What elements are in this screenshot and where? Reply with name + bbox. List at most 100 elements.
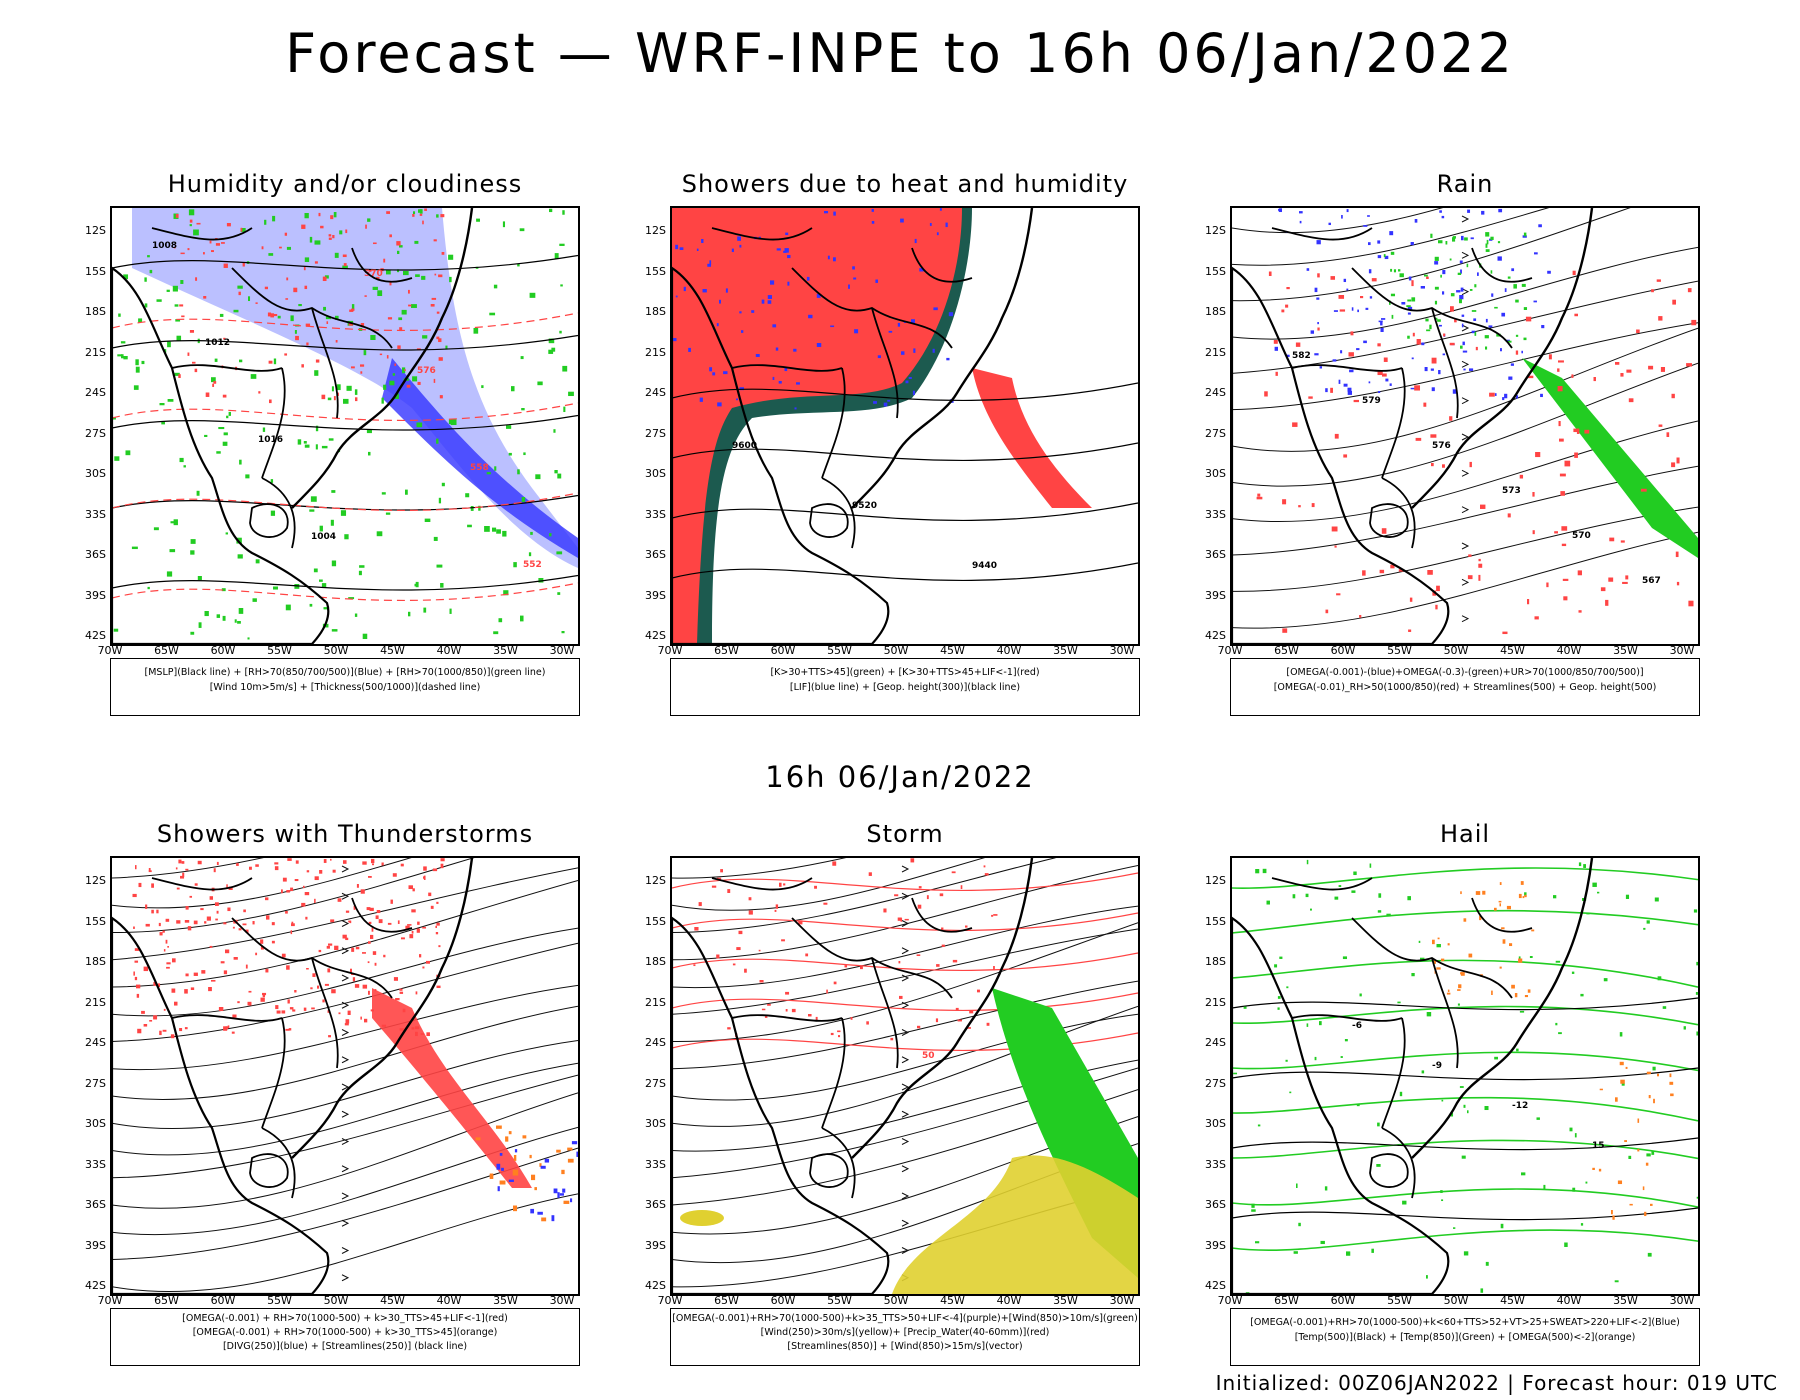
field-dot: [243, 909, 246, 913]
lon-label: 70W: [657, 644, 683, 657]
field-dot: [134, 976, 138, 981]
field-dot: [225, 949, 230, 954]
field-dot: [239, 459, 242, 465]
field-dot: [1515, 299, 1519, 303]
field-dot: [967, 1027, 971, 1029]
field-dot: [219, 313, 224, 317]
field-dot: [1431, 357, 1437, 364]
field-dot: [1310, 908, 1312, 911]
field-dot: [1328, 222, 1331, 226]
field-dot: [1393, 269, 1397, 273]
field-dot: [423, 875, 426, 880]
field-dot: [215, 918, 218, 921]
lat-label: 39S: [85, 1238, 106, 1252]
field-dot: [309, 236, 313, 243]
field-dot: [1477, 272, 1479, 276]
field-dot: [172, 285, 178, 292]
field-dot: [333, 212, 337, 218]
lat-label: 12S: [645, 874, 666, 887]
field-dot: [237, 1001, 240, 1004]
field-dot: [211, 377, 216, 383]
field-dot: [673, 338, 677, 342]
field-dot: [407, 924, 412, 926]
lat-label: 42S: [1205, 1279, 1226, 1292]
field-dot: [181, 315, 185, 318]
lat-label: 21S: [85, 995, 106, 1009]
field-dot: [399, 988, 403, 991]
field-dot: [696, 248, 699, 251]
field-dot: [551, 1215, 555, 1222]
field-dot: [503, 590, 509, 596]
lat-label: 18S: [645, 955, 666, 968]
field-dot: [438, 945, 441, 948]
streamline-arrow: [341, 1247, 350, 1254]
field-dot: [1470, 237, 1474, 240]
contour-label: 9440: [972, 561, 997, 571]
field-dot: [1330, 276, 1336, 280]
field-dot: [323, 306, 327, 311]
field-dot: [381, 492, 386, 495]
continent-outline: [112, 266, 330, 644]
field-dot: [1518, 956, 1521, 960]
lat-label: 36S: [85, 1198, 106, 1211]
field-dot: [1500, 1223, 1504, 1229]
field-dot: [1438, 324, 1442, 327]
field-dot: [1434, 300, 1438, 305]
field-dot: [179, 1028, 183, 1032]
lon-label: 55W: [827, 644, 852, 657]
field-dot: [381, 862, 384, 866]
field-dot: [294, 330, 297, 334]
field-dot: [1347, 387, 1352, 392]
field-dot: [1486, 239, 1489, 245]
field-dot: [1343, 454, 1348, 458]
border-line: [871, 307, 899, 419]
field-dot: [1507, 276, 1511, 279]
field-dot: [1449, 258, 1452, 261]
field-dot: [719, 299, 721, 304]
contour-line: [112, 492, 578, 512]
field-dot: [1643, 927, 1646, 930]
field-dot: [223, 970, 228, 975]
field-dot: [255, 302, 258, 304]
border-line: [261, 1127, 296, 1199]
temp850-line: [1232, 1051, 1698, 1072]
field-dot: [411, 909, 416, 913]
field-dot: [208, 987, 212, 992]
contour-label: 576: [417, 366, 436, 376]
field-dot: [1490, 236, 1494, 240]
lat-label: 18S: [1205, 955, 1226, 968]
lat-label: 39S: [1205, 588, 1226, 602]
field-dot: [213, 868, 216, 873]
field-dot: [492, 527, 497, 532]
field-dot: [1427, 570, 1433, 575]
contour-label: -12: [1512, 1101, 1528, 1111]
field-dot: [1463, 1251, 1469, 1256]
field-dot: [1438, 240, 1443, 244]
field-dot: [314, 370, 319, 376]
field-dot: [312, 973, 316, 977]
field-dot: [324, 983, 329, 986]
field-dot: [755, 354, 760, 357]
field-dot: [270, 510, 276, 516]
field-dot: [436, 564, 443, 568]
field-dot: [149, 269, 153, 274]
field-dot: [319, 525, 323, 532]
border-line: [1381, 477, 1416, 549]
field-dot: [148, 870, 152, 873]
panel-title: Storm: [866, 820, 944, 848]
field-dot: [248, 296, 251, 302]
field-dot: [1410, 242, 1414, 246]
field-dot: [1441, 1199, 1444, 1202]
field-dot: [1353, 871, 1357, 876]
field-dot: [1447, 989, 1450, 992]
field-dot: [519, 228, 525, 232]
field-dot: [848, 284, 850, 289]
lon-label: 45W: [1500, 1294, 1525, 1307]
field-dot: [772, 376, 775, 380]
field-dot: [189, 895, 193, 898]
field-dot: [1494, 393, 1497, 396]
lon-label: 50W: [883, 1294, 909, 1307]
field-dot: [265, 897, 269, 901]
field-dot: [1554, 531, 1558, 534]
